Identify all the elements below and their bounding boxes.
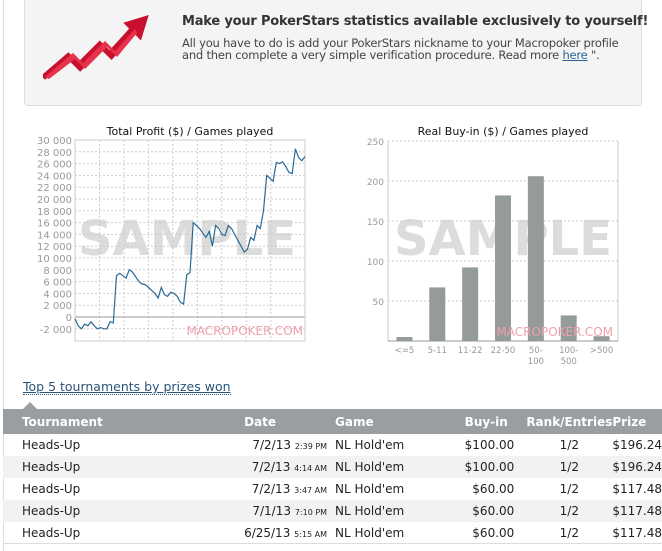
tournament-name: Heads-Up xyxy=(21,438,81,452)
col-date: Date xyxy=(244,409,336,434)
table-header: Tournament Date Game Buy-in Rank/Entries… xyxy=(3,409,662,434)
buyin-cell: $60.00 xyxy=(472,482,515,496)
prize-cell: $196.24 xyxy=(612,456,662,478)
read-more-link[interactable]: here xyxy=(562,48,588,62)
tournament-name: Heads-Up xyxy=(21,482,81,496)
y-tick-label: 100 xyxy=(367,258,384,268)
y-tick-label: 0 xyxy=(66,313,72,324)
col-game: Game xyxy=(335,409,465,434)
rank-cell: 1/2 xyxy=(559,482,579,496)
table-row[interactable]: Heads-Up 7/1/13 7:10 PM NL Hold'em $60.0… xyxy=(3,500,662,522)
col-prize: Prize xyxy=(612,409,662,434)
bar xyxy=(495,195,511,341)
rank-cell: 1/2 xyxy=(559,526,579,540)
sample-watermark: SAMPLE xyxy=(78,211,296,267)
buyin-cell: $60.00 xyxy=(464,500,527,522)
x-tick-label: >500 xyxy=(590,346,613,356)
date-cell: 7/2/13 4:14 AM xyxy=(244,456,336,478)
plot-frame xyxy=(74,139,306,342)
y-tick-label: 4 000 xyxy=(43,289,72,300)
table-row[interactable]: Heads-Up 7/2/13 3:47 AM NL Hold'em $60.0… xyxy=(3,478,662,500)
date-cell: 7/2/13 3:47 AM xyxy=(251,482,328,496)
profit-series-line xyxy=(74,148,306,330)
table-row[interactable]: Heads-Up 7/2/13 4:14 AM NL Hold'em $100.… xyxy=(3,456,662,478)
rank-cell: 1/2 xyxy=(526,456,613,478)
y-tick-label: 8 000 xyxy=(43,266,72,277)
top5-tournaments-link[interactable]: Top 5 tournaments by prizes won xyxy=(23,379,231,395)
x-tick-label: 22-50 xyxy=(491,346,516,356)
x-tick-label: 100- xyxy=(559,346,578,356)
y-tick-label: 50 xyxy=(373,298,385,308)
x-tick-label: 100 xyxy=(528,357,544,367)
rank-cell: 1/2 xyxy=(526,500,613,522)
bar xyxy=(462,267,479,341)
game-cell: NL Hold'em xyxy=(335,526,405,540)
y-tick-label: 150 xyxy=(367,218,384,228)
y-tick-label: 2 000 xyxy=(43,301,72,312)
x-tick-label: 11-22 xyxy=(458,346,483,356)
y-tick-label: 18 000 xyxy=(37,207,72,218)
y-tick-label: 12 000 xyxy=(37,242,72,253)
promo-banner: Make your PokerStars statistics availabl… xyxy=(24,0,648,106)
buyin-bar-chart: SAMPLE25020015010050<=55-1111-2222-5050-… xyxy=(367,138,619,367)
game-cell: NL Hold'em xyxy=(335,438,405,452)
y-tick-label: 26 000 xyxy=(37,160,72,171)
col-rank: Rank/Entries xyxy=(526,409,613,434)
game-cell: NL Hold'em xyxy=(335,500,465,522)
game-cell: NL Hold'em xyxy=(335,456,465,478)
table-row[interactable]: Heads-Up 7/2/13 2:39 PM NL Hold'em $100.… xyxy=(3,434,662,456)
y-tick-label: 250 xyxy=(367,138,384,148)
buyin-cell: $60.00 xyxy=(472,526,515,540)
prize-cell: $196.24 xyxy=(612,438,662,452)
red-rising-arrow-icon xyxy=(43,14,149,80)
tournament-name: Heads-Up xyxy=(21,500,245,522)
bar xyxy=(560,315,577,341)
divider xyxy=(3,543,662,544)
buyin-chart-title: Real Buy-in ($) / Games played xyxy=(417,125,589,138)
y-tick-label: 200 xyxy=(367,178,384,188)
table-row[interactable]: Heads-Up 6/25/13 5:15 AM NL Hold'em $60.… xyxy=(3,522,662,544)
bar xyxy=(527,176,544,341)
rank-cell: 1/2 xyxy=(559,438,579,452)
y-tick-label: 22 000 xyxy=(37,183,72,194)
y-tick-label: -2 000 xyxy=(40,325,72,336)
bar xyxy=(429,287,446,341)
y-tick-label: 14 000 xyxy=(37,230,72,241)
y-tick-label: 10 000 xyxy=(37,254,72,265)
x-tick-label: <=5 xyxy=(395,346,415,356)
tournament-name: Heads-Up xyxy=(21,456,245,478)
x-tick-label: 50- xyxy=(529,346,543,356)
promo-text: All you have to do is add your PokerStar… xyxy=(182,36,619,62)
game-cell: NL Hold'em xyxy=(335,482,405,496)
y-tick-label: 24 000 xyxy=(37,171,72,182)
col-buyin: Buy-in xyxy=(464,409,527,434)
date-cell: 7/1/13 7:10 PM xyxy=(244,500,336,522)
date-cell: 6/25/13 5:15 AM xyxy=(244,526,328,540)
prize-cell: $117.48 xyxy=(612,526,662,540)
macropoker-logo: MACROPOKER.COM xyxy=(186,324,303,338)
y-tick-label: 16 000 xyxy=(37,219,72,230)
col-tournament: Tournament xyxy=(21,409,245,434)
macropoker-logo: MACROPOKER.COM xyxy=(496,325,613,339)
prize-cell: $117.48 xyxy=(612,482,662,496)
prize-cell: $117.48 xyxy=(612,500,662,522)
x-tick-label: 500 xyxy=(561,357,577,367)
bar xyxy=(396,337,413,341)
y-tick-label: 28 000 xyxy=(37,148,72,159)
date-cell: 7/2/13 2:39 PM xyxy=(252,438,328,452)
profit-chart-title: Total Profit ($) / Games played xyxy=(106,125,274,138)
y-tick-label: 6 000 xyxy=(43,278,72,289)
promo-title: Make your PokerStars statistics availabl… xyxy=(182,14,649,29)
top5-table: Tournament Date Game Buy-in Rank/Entries… xyxy=(3,409,662,544)
tournament-name: Heads-Up xyxy=(21,526,81,540)
tab-pointer xyxy=(23,402,37,409)
buyin-cell: $100.00 xyxy=(464,456,527,478)
y-tick-label: 20 000 xyxy=(37,195,72,206)
buyin-cell: $100.00 xyxy=(464,438,515,452)
page-border xyxy=(3,0,4,551)
bar xyxy=(593,336,610,341)
y-tick-label: 30 000 xyxy=(37,136,72,147)
x-tick-label: 5-11 xyxy=(428,346,447,356)
